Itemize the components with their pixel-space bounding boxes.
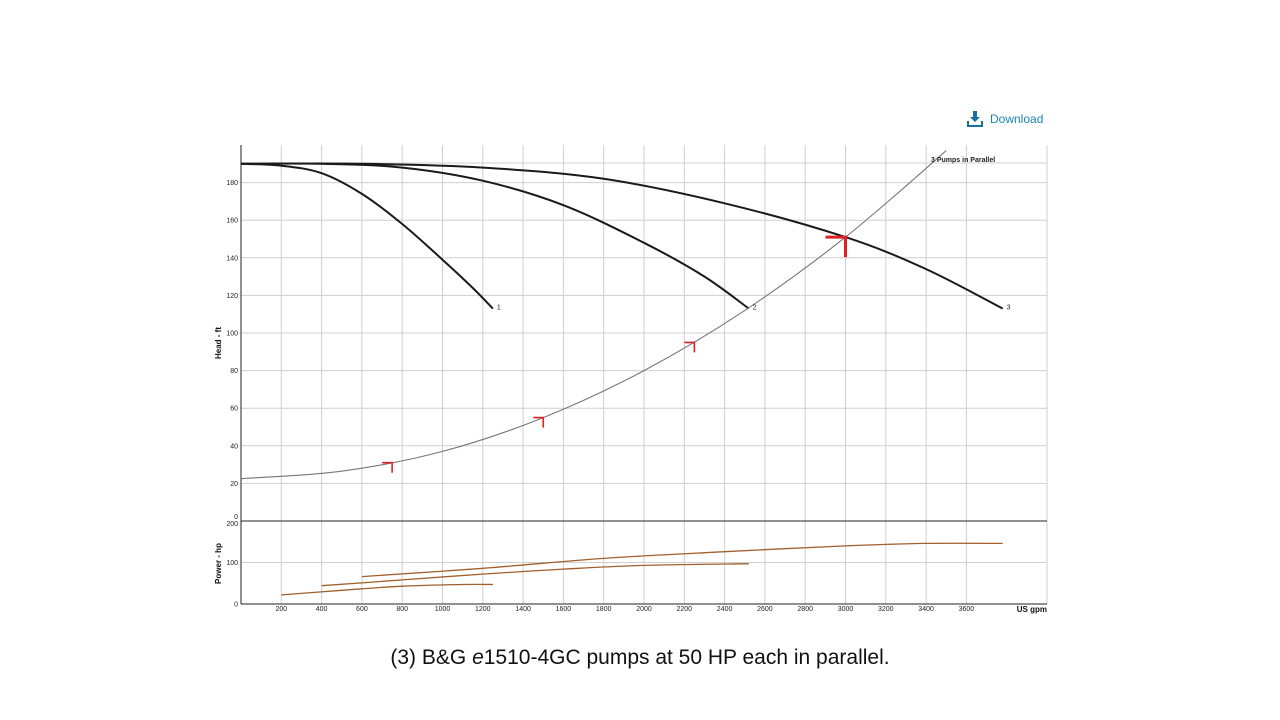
x-tick-label: 1000 [435,606,451,613]
head-y-tick-label: 180 [226,180,238,187]
download-label: Download [990,112,1044,126]
x-tick-label: 3200 [878,606,894,613]
x-axis-title: US gpm [1017,605,1047,614]
caption-suffix: 1510-4GC pumps at 50 HP each in parallel… [483,646,890,669]
pump-curve-3 [240,162,1004,310]
head-y-tick-label: 100 [226,331,238,338]
pump-curves [240,162,1004,310]
power-curve-3 [361,542,1003,578]
caption-prefix: (3) B&G [390,646,473,669]
power-y-tick-label: 200 [226,521,238,528]
operating-point-marker [684,341,696,353]
operating-point-markers [382,235,847,473]
head-y-tick-label: 20 [230,481,238,488]
x-tick-label: 2200 [677,606,693,613]
caption-italic: e [472,646,484,669]
power-curve-2 [321,563,749,587]
pump-curve-label-3: 3 [1007,305,1011,312]
head-y-tick-label: 120 [226,293,238,300]
pump-curve-1 [240,162,494,310]
chart-labels: 200 400 600 800 1000 1200 1400 1600 1800 2000 2200… [214,157,1047,614]
x-tick-label: 2000 [636,606,652,613]
head-axis-title: Head - ft [214,327,223,359]
x-tick-label: 800 [396,606,408,613]
system-curve [240,150,947,480]
x-tick-label: 600 [356,606,368,613]
x-tick-label: 1200 [475,606,491,613]
head-y-tick-label: 60 [230,406,238,413]
head-y-tick-label: 80 [230,368,238,375]
power-y-tick-label: 100 [226,560,238,567]
power-grid [241,521,1048,604]
slide-caption: (3) B&G e1510-4GC pumps at 50 HP each in… [0,646,1280,670]
x-tick-label: 3000 [838,606,854,613]
pump-curve-label-2: 2 [753,305,757,312]
x-tick-label: 2600 [757,606,773,613]
x-tick-label: 1800 [596,606,612,613]
operating-point-marker [382,461,393,473]
download-button[interactable]: Download [966,108,1043,130]
power-curves [281,542,1003,596]
head-y-tick-label: 0 [234,514,238,521]
x-tick-label: 2800 [797,606,813,613]
head-grid [241,145,1048,521]
download-icon [966,110,984,128]
x-tick-label: 1400 [515,606,531,613]
x-tick-label: 3400 [918,606,934,613]
operating-point-marker [825,235,847,258]
system-curve-label: 3 Pumps in Parallel [931,157,995,164]
chart-axes [240,145,1047,605]
x-tick-label: 3600 [959,606,975,613]
x-tick-label: 1600 [556,606,572,613]
head-y-tick-label: 40 [230,443,238,450]
head-y-tick-label: 140 [226,255,238,262]
pump-curve-label-1: 1 [497,305,501,312]
x-tick-label: 200 [275,606,287,613]
pump-curve-chart: 200 400 600 800 1000 1200 1400 1600 1800 2000 2200… [214,145,1048,614]
power-axis-title: Power - hp [214,543,223,584]
x-tick-label: 2400 [717,606,733,613]
power-curve-1 [281,583,493,596]
operating-point-marker [533,416,545,428]
head-y-tick-label: 160 [226,218,238,225]
system-curve-line [240,150,947,480]
pump-curve-2 [240,162,750,310]
power-y-tick-label: 0 [234,602,238,609]
x-tick-label: 400 [316,606,328,613]
